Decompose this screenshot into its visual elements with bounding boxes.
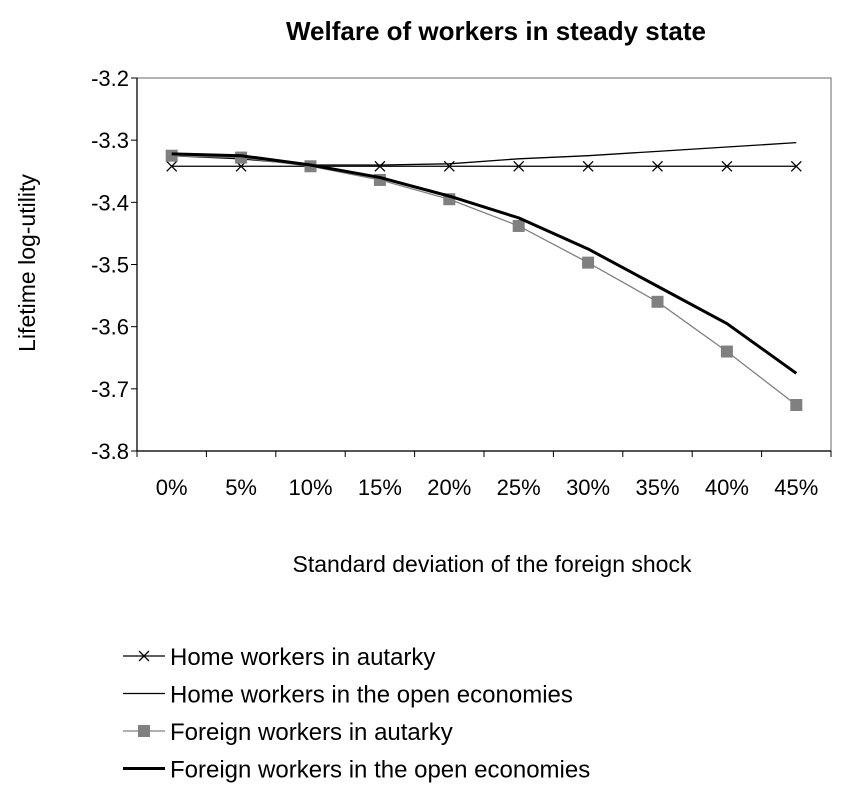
series-3-line bbox=[171, 155, 797, 406]
x-tick-label: 15% bbox=[358, 475, 402, 500]
series-2-line bbox=[171, 142, 797, 166]
series-4-line bbox=[171, 152, 798, 375]
series-1-point bbox=[166, 160, 178, 172]
series-3-point bbox=[582, 256, 595, 269]
series-4 bbox=[171, 152, 798, 375]
x-tick-label: 25% bbox=[497, 475, 541, 500]
x-axis-label: Standard deviation of the foreign shock bbox=[293, 551, 692, 577]
x-tick-label: 35% bbox=[635, 475, 679, 500]
x-axis: 0% 5% 10% 15% 20% 25% 30% 35% 40% 45% bbox=[136, 450, 832, 500]
y-tick-label: -3.7 bbox=[91, 377, 129, 402]
x-tick-label: 40% bbox=[705, 475, 749, 500]
legend-label: Foreign workers in autarky bbox=[170, 719, 453, 746]
legend-item: Home workers in the open economies bbox=[123, 682, 573, 709]
series-1-point bbox=[790, 160, 802, 172]
y-tick-label: -3.3 bbox=[91, 128, 129, 153]
x-tick-label: 10% bbox=[288, 475, 332, 500]
y-tick-label: -3.4 bbox=[91, 190, 129, 215]
legend-item: Foreign workers in the open economies bbox=[123, 757, 590, 784]
legend-marker bbox=[138, 725, 150, 737]
series-1-point bbox=[374, 160, 386, 172]
x-tick-label: 45% bbox=[774, 475, 818, 500]
x-tick-label: 20% bbox=[427, 475, 471, 500]
series-layer bbox=[165, 142, 803, 411]
legend-item: Home workers in autarky bbox=[123, 644, 435, 671]
legend-marker bbox=[138, 650, 150, 662]
legend-label: Home workers in autarky bbox=[170, 644, 435, 671]
x-tick-label: 5% bbox=[225, 475, 257, 500]
legend: Home workers in autarky Home workers in t… bbox=[123, 644, 590, 784]
series-2 bbox=[171, 142, 797, 166]
x-tick-label: 30% bbox=[566, 475, 610, 500]
series-3-point bbox=[651, 295, 664, 308]
plot-border bbox=[136, 77, 832, 452]
y-tick-label: -3.2 bbox=[91, 66, 129, 91]
y-tick-label: -3.8 bbox=[91, 439, 129, 464]
series-3-point bbox=[720, 345, 733, 358]
series-1-point bbox=[652, 160, 663, 172]
legend-item: Foreign workers in autarky bbox=[123, 719, 453, 746]
y-axis: -3.2 -3.3 -3.4 -3.5 -3.6 -3.7 -3.8 bbox=[91, 66, 138, 464]
y-axis-label: Lifetime log-utility bbox=[14, 174, 40, 352]
series-3-point bbox=[790, 398, 803, 411]
plot-area bbox=[136, 77, 832, 452]
legend-label: Home workers in the open economies bbox=[170, 682, 573, 709]
series-3-point bbox=[512, 219, 525, 232]
chart-title: Welfare of workers in steady state bbox=[286, 16, 706, 46]
legend-label: Foreign workers in the open economies bbox=[170, 757, 590, 784]
series-1-point bbox=[513, 160, 525, 172]
y-tick-label: -3.6 bbox=[91, 315, 129, 340]
series-1 bbox=[166, 160, 802, 172]
series-1-point bbox=[721, 160, 733, 172]
y-tick-label: -3.5 bbox=[91, 253, 129, 278]
series-3 bbox=[165, 149, 803, 411]
series-3-point bbox=[165, 149, 178, 162]
x-tick-label: 0% bbox=[156, 475, 188, 500]
series-1-point bbox=[582, 160, 594, 172]
series-1-point bbox=[443, 160, 455, 172]
